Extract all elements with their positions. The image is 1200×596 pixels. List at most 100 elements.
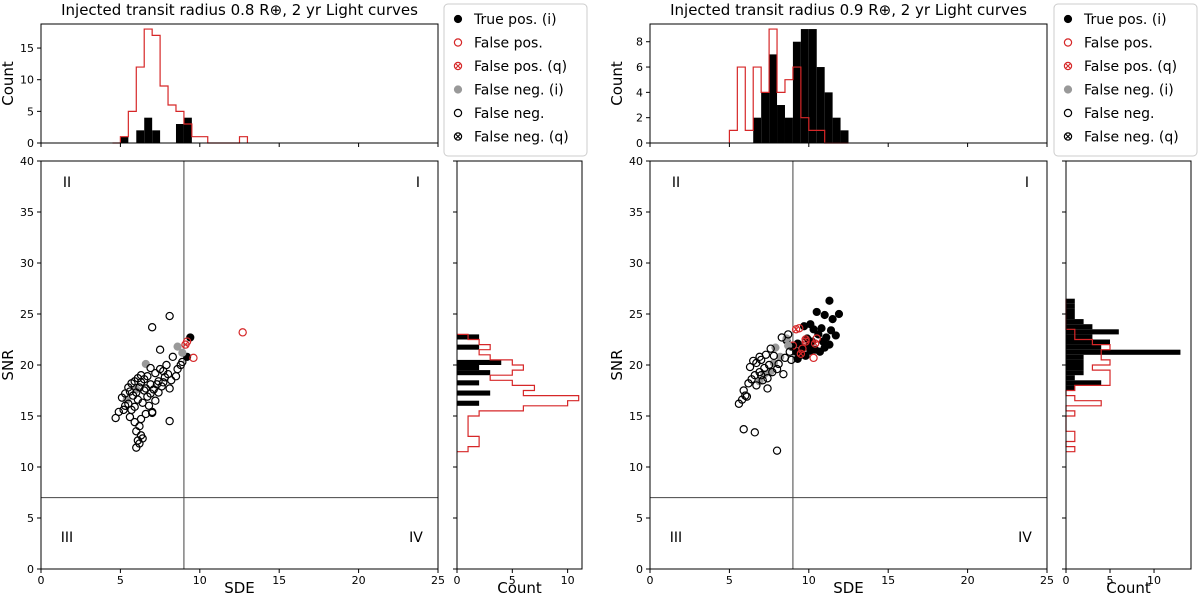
false-neg-point [154, 388, 163, 397]
false-neg-point [752, 381, 761, 390]
false-pos-q-point [810, 339, 820, 348]
true-pos-i-point [820, 343, 829, 352]
right-histogram: 0 5 10 Count [453, 160, 583, 596]
right-hist-filled-bar [457, 365, 480, 371]
right-hist-filled-bar [1066, 303, 1075, 309]
legend-marker-false-pos-q [453, 61, 463, 71]
false-pos-q-point-ring [801, 335, 810, 344]
false-neg-point [739, 425, 748, 434]
legend-label-false-neg-i: False neg. (i) [474, 83, 564, 99]
true-pos-i-point [809, 325, 818, 334]
top-hist-filled-bar [761, 92, 770, 143]
false-neg-point [146, 363, 155, 373]
series-false-pos-q [791, 325, 820, 358]
right-hist-x-tick-label: 5 [1107, 574, 1114, 587]
top-hist-y-tick-label: 0 [27, 137, 34, 150]
y-tick-label: 10 [629, 461, 643, 474]
right-hist-filled-bar [1066, 329, 1119, 335]
top-hist-filled-bar [832, 117, 841, 143]
right-hist-filled-bar [1066, 339, 1111, 345]
false-neg-point [755, 352, 764, 362]
false-neg-point [125, 412, 135, 422]
right-hist-filled-bar [1066, 314, 1075, 320]
false-neg-point [151, 396, 160, 405]
false-neg-point [750, 428, 760, 437]
top-histogram: 0 2 4 6 8 Count Injected transit radius 0.9 R⊕… [608, 1, 1048, 150]
x-tick-label: 0 [38, 574, 45, 587]
top-hist-filled-bar [792, 41, 801, 143]
false-neg-point [772, 364, 782, 374]
top-hist-filled-bar [840, 130, 849, 143]
false-neg-point [132, 443, 141, 452]
false-pos-q-point-ring [796, 349, 806, 358]
y-tick-label: 35 [629, 206, 643, 219]
right-hist-filled-bar [457, 400, 480, 406]
legend-marker-false-pos-q-cross [1065, 63, 1071, 69]
false-pos-q-point [796, 349, 806, 358]
top-hist-y-tick-label: 10 [20, 74, 34, 87]
right-hist-filled-bar [1066, 344, 1102, 350]
right-hist-filled-bar [1066, 349, 1181, 355]
legend-box [443, 3, 588, 157]
legend-marker-false-neg [453, 108, 463, 118]
chart-title: Injected transit radius 0.8 R⊕, 2 yr Lig… [61, 1, 418, 19]
top-hist-filled-bar [753, 117, 762, 143]
right-hist-filled-bar [457, 390, 491, 396]
false-neg-point [785, 347, 794, 356]
y-tick-label: 40 [629, 155, 643, 168]
y-tick-label: 15 [20, 410, 34, 423]
right-hist-filled-bar [1066, 375, 1075, 381]
x-tick-label: 0 [647, 574, 654, 587]
false-pos-q-point-cross [182, 342, 189, 348]
quadrant-label-ii: II [672, 175, 680, 191]
right-hist-x-tick-label: 0 [454, 574, 461, 587]
legend-marker-false-neg-q-ring [453, 132, 463, 141]
legend-marker-true-pos-i [453, 14, 463, 24]
y-tick-label: 0 [27, 563, 34, 576]
false-pos-point [238, 328, 247, 337]
top-hist-filled-bar [136, 130, 145, 143]
top-hist-filled-bar [144, 117, 153, 143]
false-pos-q-point-cross [798, 351, 804, 357]
false-neg-point [136, 414, 146, 424]
right-hist-filled-bar [1066, 365, 1084, 371]
top-hist-filled-bar [175, 124, 184, 143]
quadrant-label-iv: IV [409, 530, 423, 546]
right-hist-outline [457, 333, 580, 453]
legend-marker-false-pos [1063, 38, 1073, 47]
right-hist-frame [1065, 160, 1192, 570]
y-tick-label: 5 [27, 512, 34, 525]
false-neg-point [779, 369, 788, 379]
false-neg-point [130, 402, 139, 412]
x-tick-label: 20 [961, 574, 975, 587]
top-hist-filled-bar [152, 130, 161, 143]
right-hist-filled-bar [457, 344, 480, 350]
right-hist-x-tick-label: 5 [509, 574, 516, 587]
false-neg-point [138, 434, 147, 443]
x-tick-label: 25 [431, 574, 445, 587]
legend-box [1053, 3, 1198, 157]
y-tick-label: 25 [629, 308, 643, 321]
x-tick-label: 5 [726, 574, 733, 587]
top-hist-y-tick-label: 15 [20, 42, 34, 55]
false-neg-i-point [178, 348, 187, 357]
false-neg-point [159, 378, 168, 387]
right-hist-x-tick-label: 10 [1147, 574, 1161, 587]
x-tick-label: 10 [802, 574, 816, 587]
quadrant-label-iv: IV [1018, 530, 1032, 546]
legend-label-false-pos: False pos. [1084, 36, 1153, 52]
scatter-axes-frame [649, 160, 1048, 570]
legend-marker-true-pos-i [1063, 14, 1073, 24]
false-pos-q-point-ring [181, 340, 190, 349]
right-hist-filled-bar [1066, 370, 1084, 376]
quadrant-label-i: I [416, 175, 420, 191]
quadrant-label-i: I [1025, 175, 1029, 191]
y-axis-label: SNR [0, 349, 17, 380]
true-pos-i-point [812, 307, 821, 317]
y-tick-label: 15 [629, 410, 643, 423]
legend-label-false-neg: False neg. [1084, 106, 1154, 122]
top-hist-y-tick-label: 6 [636, 61, 643, 74]
